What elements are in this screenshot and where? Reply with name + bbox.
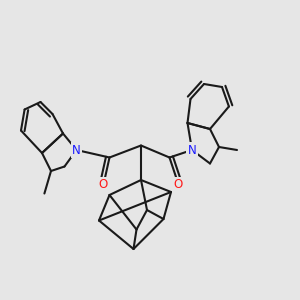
Text: O: O <box>174 178 183 191</box>
Text: N: N <box>72 143 81 157</box>
Text: N: N <box>188 143 196 157</box>
Text: O: O <box>99 178 108 191</box>
